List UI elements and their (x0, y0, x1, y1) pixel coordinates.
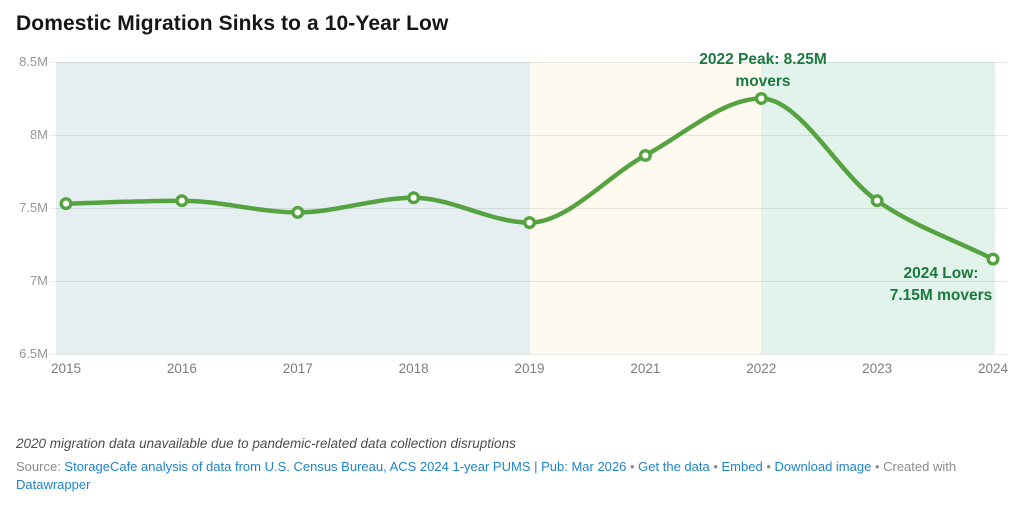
y-axis-tick-label: 7.5M (19, 200, 48, 215)
chart-title: Domestic Migration Sinks to a 10-Year Lo… (16, 12, 449, 35)
source-attribution: Source: StorageCafe analysis of data fro… (16, 458, 1008, 493)
data-point-marker (407, 191, 421, 205)
low-annotation-line1: 2024 Low: (903, 265, 979, 282)
separator: • (762, 459, 775, 474)
x-axis-tick-label: 2024 (977, 361, 1009, 376)
low-annotation: 2024 Low: 7.15M movers (890, 263, 993, 307)
x-axis-tick-label: 2018 (398, 361, 429, 376)
y-axis-tick-label: 8M (29, 127, 48, 142)
highlight-band (56, 62, 530, 354)
line-chart-canvas (59, 92, 1000, 266)
gridline (50, 281, 1008, 282)
source-line: Source: StorageCafe analysis of data fro… (16, 458, 1008, 476)
peak-annotation-line2: movers (735, 73, 791, 90)
highlight-band (761, 62, 995, 354)
brand-line: Datawrapper (16, 476, 1008, 494)
data-point-marker (291, 205, 305, 219)
download-image-link[interactable]: Download image (774, 459, 872, 474)
separator: • (626, 459, 639, 474)
peak-annotation: 2022 Peak: 8.25M movers (699, 49, 827, 93)
peak-annotation-line1: 2022 Peak: 8.25M (699, 51, 827, 68)
data-point-marker (175, 194, 189, 208)
x-axis-tick-label: 2016 (166, 361, 197, 376)
low-annotation-line2: 7.15M movers (889, 287, 993, 304)
trend-line (63, 96, 996, 262)
gridline (50, 354, 1008, 355)
data-point-marker (754, 92, 768, 106)
x-axis-tick-label: 2019 (514, 361, 545, 376)
y-axis-tick-label: 6.5M (19, 346, 48, 361)
chart-footnote: 2020 migration data unavailable due to p… (16, 436, 516, 451)
data-point-marker (59, 197, 73, 211)
get-the-data-link[interactable]: Get the data (638, 459, 710, 474)
gridline (50, 135, 1008, 136)
data-point-marker (523, 216, 537, 230)
created-with-label: Created with (883, 459, 957, 474)
gridline (50, 62, 1008, 63)
x-axis-tick-label: 2017 (282, 361, 313, 376)
embed-link[interactable]: Embed (721, 459, 763, 474)
x-axis-tick-label: 2022 (746, 361, 777, 376)
data-point-marker (870, 194, 884, 208)
y-axis-tick-label: 8.5M (19, 54, 48, 69)
x-axis-tick-label: 2023 (862, 361, 893, 376)
x-axis-tick-label: 2015 (50, 361, 82, 376)
separator: • (871, 459, 884, 474)
plot-area: 2022 Peak: 8.25M movers 2024 Low: 7.15M … (19, 51, 1008, 376)
x-axis-tick-label: 2021 (630, 361, 661, 376)
datawrapper-link[interactable]: Datawrapper (16, 476, 91, 492)
source-link[interactable]: StorageCafe analysis of data from U.S. C… (64, 459, 627, 474)
data-point-marker (638, 148, 652, 162)
gridline (50, 208, 1008, 209)
source-label: Source: (16, 459, 65, 474)
y-axis-tick-label: 7M (29, 273, 48, 288)
data-point-marker (986, 252, 1000, 266)
separator: • (709, 459, 722, 474)
